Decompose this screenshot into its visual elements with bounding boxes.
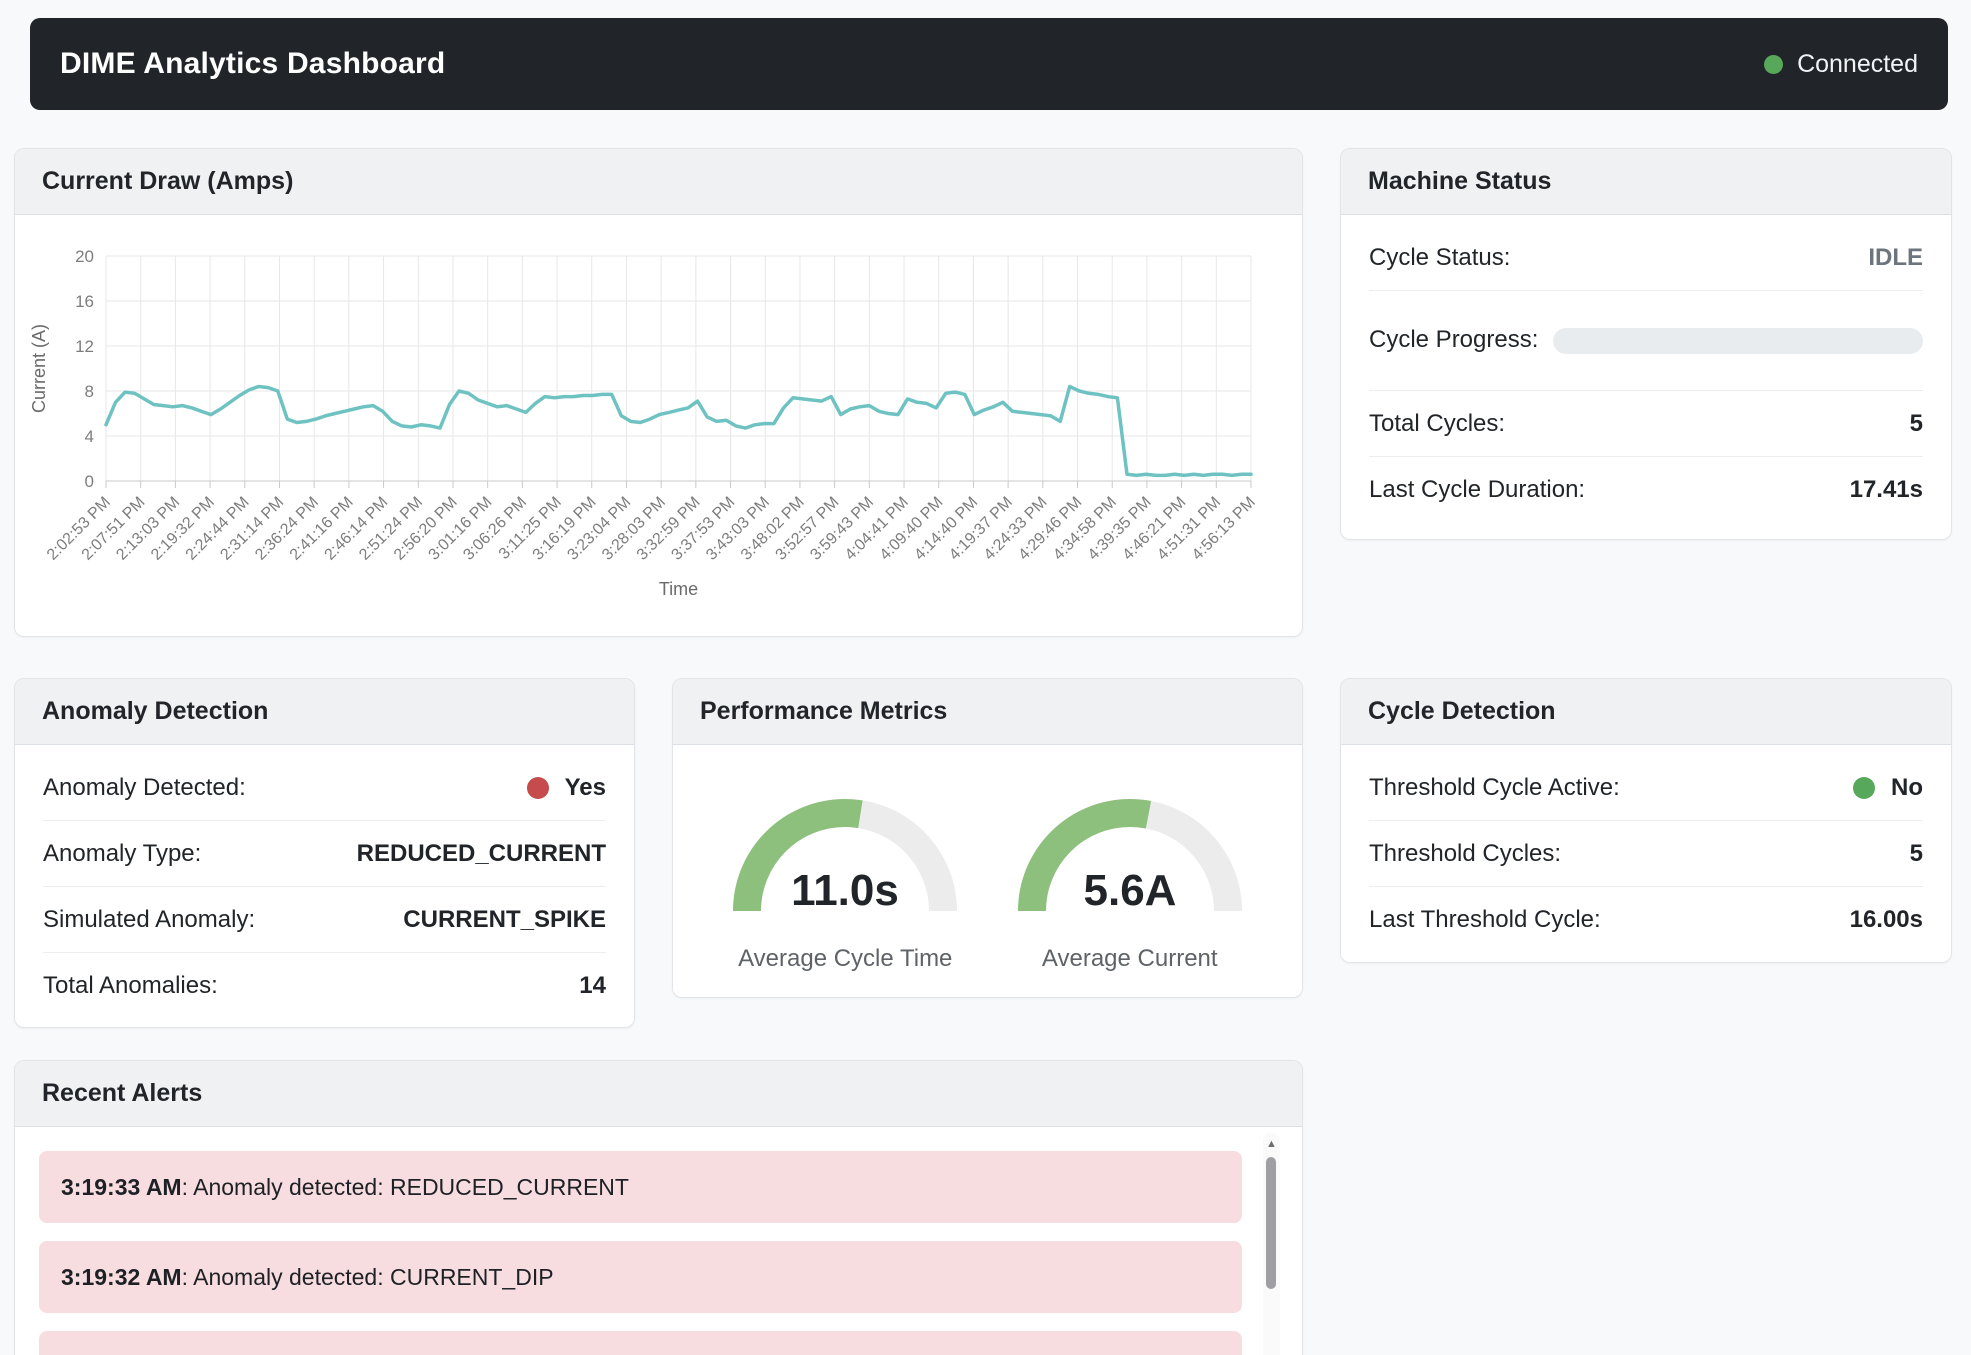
cycle-progress-bar (1553, 328, 1923, 354)
machine-status-card-header: Machine Status (1341, 149, 1951, 215)
alerts-scrollbar[interactable]: ▲ (1263, 1133, 1280, 1355)
threshold-cycles-value: 5 (1910, 840, 1923, 868)
last-threshold-cycle-label: Last Threshold Cycle: (1369, 906, 1601, 934)
connection-status-label: Connected (1797, 50, 1918, 79)
current-draw-card-header: Current Draw (Amps) (15, 149, 1302, 215)
gauges: 11.0s Average Cycle Time 5.6A Average Cu… (673, 745, 1302, 973)
svg-text:16: 16 (75, 292, 94, 311)
threshold-active-value: No (1891, 774, 1923, 802)
alert-time: 3:19:33 AM (61, 1174, 182, 1201)
avg-cycle-time-caption: Average Cycle Time (738, 945, 952, 973)
svg-text:12: 12 (75, 337, 94, 356)
anomaly-type-row: Anomaly Type: REDUCED_CURRENT (43, 821, 606, 887)
cycle-detection-card-header: Cycle Detection (1341, 679, 1951, 745)
svg-text:Current (A): Current (A) (29, 324, 49, 413)
avg-current-gauge: 5.6A Average Current (1012, 793, 1248, 973)
threshold-active-label: Threshold Cycle Active: (1369, 774, 1620, 802)
cycle-status-value: IDLE (1868, 244, 1923, 272)
total-anomalies-label: Total Anomalies: (43, 972, 218, 1000)
avg-current-caption: Average Current (1042, 945, 1218, 973)
cycle-status-label: Cycle Status: (1369, 244, 1510, 272)
total-anomalies-value: 14 (579, 972, 606, 1000)
anomaly-detected-row: Anomaly Detected: Yes (43, 755, 606, 821)
anomaly-detection-card-title: Anomaly Detection (42, 697, 268, 726)
last-cycle-duration-label: Last Cycle Duration: (1369, 476, 1585, 504)
svg-text:Time: Time (659, 579, 698, 599)
simulated-anomaly-label: Simulated Anomaly: (43, 906, 255, 934)
svg-text:0: 0 (85, 472, 94, 491)
anomaly-type-value: REDUCED_CURRENT (357, 840, 606, 868)
connected-dot-icon (1764, 55, 1783, 74)
recent-alerts-card: Recent Alerts 3:19:33 AM: Anomaly detect… (14, 1060, 1303, 1355)
simulated-anomaly-value: CURRENT_SPIKE (403, 906, 606, 934)
recent-alerts-card-title: Recent Alerts (42, 1079, 202, 1108)
alert-message: : Anomaly detected: CURRENT_DIP (182, 1264, 554, 1291)
scrollbar-thumb[interactable] (1266, 1157, 1276, 1289)
alert-message: : Anomaly detected: REDUCED_CURRENT (182, 1174, 629, 1201)
anomaly-type-label: Anomaly Type: (43, 840, 201, 868)
dashboard-page: DIME Analytics Dashboard Connected Curre… (0, 0, 1971, 1355)
cycle-detection-rows: Threshold Cycle Active: No Threshold Cyc… (1341, 745, 1951, 963)
threshold-active-row: Threshold Cycle Active: No (1369, 755, 1923, 821)
avg-cycle-time-gauge: 11.0s Average Cycle Time (727, 793, 963, 973)
cycle-status-row: Cycle Status: IDLE (1369, 225, 1923, 291)
last-cycle-duration-value: 17.41s (1850, 476, 1923, 504)
alert-list[interactable]: 3:19:33 AM: Anomaly detected: REDUCED_CU… (39, 1151, 1278, 1355)
alert-item: 3:19:15 AM: Anomaly detected: CURRENT_DI… (39, 1331, 1242, 1355)
machine-status-card-title: Machine Status (1368, 167, 1551, 196)
last-threshold-cycle-value: 16.00s (1850, 906, 1923, 934)
last-threshold-cycle-row: Last Threshold Cycle: 16.00s (1369, 887, 1923, 953)
performance-metrics-card-header: Performance Metrics (673, 679, 1302, 745)
cycle-detection-card: Cycle Detection Threshold Cycle Active: … (1340, 678, 1952, 963)
alert-item: 3:19:32 AM: Anomaly detected: CURRENT_DI… (39, 1241, 1242, 1313)
machine-status-rows: Cycle Status: IDLE Cycle Progress: Total… (1341, 215, 1951, 533)
anomaly-detected-value: Yes (565, 774, 606, 802)
alert-item: 3:19:33 AM: Anomaly detected: REDUCED_CU… (39, 1151, 1242, 1223)
anomaly-alert-dot-icon (527, 777, 549, 799)
avg-cycle-time-value: 11.0s (791, 866, 899, 915)
current-draw-line-chart: 0481216202:02:53 PM2:07:51 PM2:13:03 PM2… (15, 215, 1302, 637)
threshold-cycles-label: Threshold Cycles: (1369, 840, 1561, 868)
recent-alerts-body: 3:19:33 AM: Anomaly detected: REDUCED_CU… (15, 1127, 1302, 1355)
total-anomalies-row: Total Anomalies: 14 (43, 953, 606, 1019)
threshold-cycles-row: Threshold Cycles: 5 (1369, 821, 1923, 887)
svg-text:20: 20 (75, 247, 94, 266)
alert-time: 3:19:32 AM (61, 1264, 182, 1291)
anomaly-detection-card-header: Anomaly Detection (15, 679, 634, 745)
anomaly-detection-rows: Anomaly Detected: Yes Anomaly Type: REDU… (15, 745, 634, 1028)
current-draw-card-title: Current Draw (Amps) (42, 167, 293, 196)
threshold-ok-dot-icon (1853, 777, 1875, 799)
machine-status-card: Machine Status Cycle Status: IDLE Cycle … (1340, 148, 1952, 540)
total-cycles-label: Total Cycles: (1369, 410, 1505, 438)
cycle-progress-row: Cycle Progress: (1369, 291, 1923, 391)
connection-status: Connected (1764, 50, 1918, 79)
performance-metrics-card: Performance Metrics 11.0s Average Cycle … (672, 678, 1303, 998)
page-title: DIME Analytics Dashboard (60, 47, 445, 81)
performance-metrics-card-title: Performance Metrics (700, 697, 947, 726)
recent-alerts-card-header: Recent Alerts (15, 1061, 1302, 1127)
total-cycles-row: Total Cycles: 5 (1369, 391, 1923, 457)
anomaly-detected-label: Anomaly Detected: (43, 774, 246, 802)
scrollbar-up-arrow-icon[interactable]: ▲ (1263, 1137, 1280, 1151)
simulated-anomaly-row: Simulated Anomaly: CURRENT_SPIKE (43, 887, 606, 953)
current-draw-card: Current Draw (Amps) 0481216202:02:53 PM2… (14, 148, 1303, 637)
avg-current-value: 5.6A (1083, 866, 1176, 915)
total-cycles-value: 5 (1910, 410, 1923, 438)
cycle-detection-card-title: Cycle Detection (1368, 697, 1556, 726)
last-cycle-duration-row: Last Cycle Duration: 17.41s (1369, 457, 1923, 523)
app-header: DIME Analytics Dashboard Connected (30, 18, 1948, 110)
anomaly-detection-card: Anomaly Detection Anomaly Detected: Yes … (14, 678, 635, 1028)
svg-text:8: 8 (85, 382, 94, 401)
cycle-progress-label: Cycle Progress: (1369, 323, 1539, 358)
svg-text:4: 4 (85, 427, 94, 446)
